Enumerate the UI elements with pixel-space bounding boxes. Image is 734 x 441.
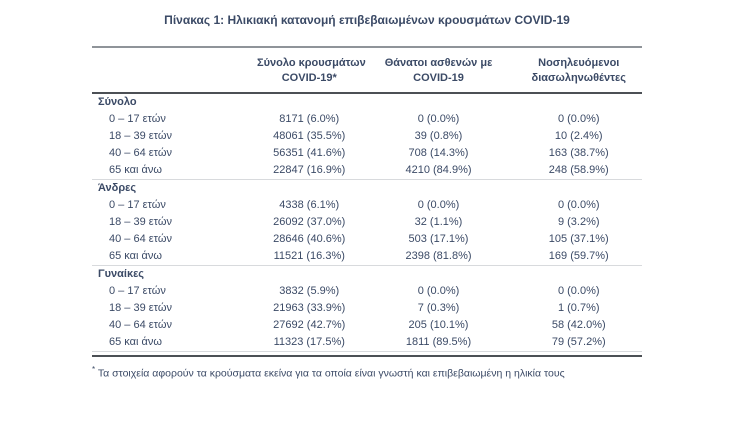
cases-cell: 56351 (41.6%): [273, 147, 346, 159]
intubated-cell: 0 (0.0%): [557, 199, 600, 211]
cases-cell: 21963 (33.9%): [273, 302, 346, 314]
deaths-cell: 503 (17.1%): [408, 233, 469, 245]
footnote: * Τα στοιχεία αφορούν τα κρούσματα εκείν…: [92, 363, 642, 381]
table-row: 65 και άνω 11521 (16.3%) 2398 (81.8%) 16…: [92, 248, 642, 266]
intubated-cell: 0 (0.0%): [557, 113, 600, 125]
intubated-cell: 58 (42.0%): [551, 319, 606, 331]
column-header-blank: [92, 48, 257, 94]
table-row: 40 – 64 ετών 27692 (42.7%) 205 (10.1%) 5…: [92, 317, 642, 334]
section-label: Σύνολο: [98, 96, 137, 108]
table-row: 0 – 17 ετών 3832 (5.9%) 0 (0.0%) 0 (0.0%…: [92, 283, 642, 300]
intubated-cell: 169 (59.7%): [548, 250, 609, 262]
column-header-intubated-line1: Νοσηλευόμενοι: [538, 57, 620, 69]
column-header-deaths-line2: COVID-19: [413, 72, 464, 84]
intubated-cell: 9 (3.2%): [557, 216, 600, 228]
column-header-cases: Σύνολο κρουσμάτων COVID-19*: [257, 48, 366, 94]
deaths-cell: 32 (1.1%): [414, 216, 463, 228]
table-row: 0 – 17 ετών 4338 (6.1%) 0 (0.0%) 0 (0.0%…: [92, 197, 642, 214]
cases-cell: 28646 (40.6%): [273, 233, 346, 245]
table-row: 18 – 39 ετών 48061 (35.5%) 39 (0.8%) 10 …: [92, 128, 642, 145]
footnote-text: Τα στοιχεία αφορούν τα κρούσματα εκείνα …: [97, 367, 565, 380]
intubated-cell: 1 (0.7%): [557, 302, 600, 314]
row-label-cell: 0 – 17 ετών: [109, 113, 166, 125]
row-label-cell: 65 και άνω: [109, 164, 162, 176]
section-row-men: Άνδρες: [92, 179, 642, 198]
intubated-cell: 10 (2.4%): [554, 130, 603, 142]
column-header-deaths-line1: Θάνατοι ασθενών με: [384, 57, 493, 69]
row-label-cell: 18 – 39 ετών: [109, 302, 172, 314]
section-row-women: Γυναίκες: [92, 265, 642, 284]
table-row: 0 – 17 ετών 8171 (6.0%) 0 (0.0%) 0 (0.0%…: [92, 111, 642, 128]
row-label-cell: 18 – 39 ετών: [109, 130, 172, 142]
deaths-cell: 205 (10.1%): [408, 319, 469, 331]
column-header-deaths: Θάνατοι ασθενών με COVID-19: [361, 48, 516, 94]
row-label-cell: 40 – 64 ετών: [109, 147, 172, 159]
column-header-intubated: Νοσηλευόμενοι διασωληνωθέντες: [515, 48, 642, 94]
column-header-cases-line2: COVID-19*: [281, 72, 337, 84]
intubated-cell: 0 (0.0%): [557, 285, 600, 297]
row-label-cell: 18 – 39 ετών: [109, 216, 172, 228]
deaths-cell: 2398 (81.8%): [405, 250, 472, 262]
footnote-marker: *: [92, 365, 96, 374]
deaths-cell: 0 (0.0%): [417, 199, 460, 211]
intubated-cell: 163 (38.7%): [548, 147, 609, 159]
table-row: 65 και άνω 22847 (16.9%) 4210 (84.9%) 24…: [92, 162, 642, 180]
section-label: Γυναίκες: [98, 268, 145, 280]
section-row-total: Σύνολο: [92, 93, 642, 111]
deaths-cell: 4210 (84.9%): [405, 164, 472, 176]
intubated-cell: 79 (57.2%): [515, 334, 642, 352]
deaths-cell: 7 (0.3%): [417, 302, 460, 314]
cases-cell: 11521 (16.3%): [273, 250, 345, 262]
deaths-cell: 0 (0.0%): [417, 113, 460, 125]
row-label-cell: 40 – 64 ετών: [109, 319, 172, 331]
cases-cell: 22847 (16.9%): [273, 164, 346, 176]
cases-cell: 48061 (35.5%): [273, 130, 346, 142]
intubated-cell: 248 (58.9%): [548, 164, 609, 176]
table-row: 65 και άνω 11323 (17.5%) 1811 (89.5%) 79…: [92, 334, 642, 352]
cases-cell: 3832 (5.9%): [279, 285, 340, 297]
table-header-row: Σύνολο κρουσμάτων COVID-19* Θάνατοι ασθε…: [92, 48, 642, 94]
row-label-cell: 65 και άνω: [92, 334, 257, 352]
row-label-cell: 0 – 17 ετών: [109, 285, 166, 297]
data-table: Σύνολο κρουσμάτων COVID-19* Θάνατοι ασθε…: [92, 48, 642, 352]
cases-cell: 4338 (6.1%): [279, 199, 340, 211]
table-row: 40 – 64 ετών 28646 (40.6%) 503 (17.1%) 1…: [92, 231, 642, 248]
cases-cell: 26092 (37.0%): [273, 216, 346, 228]
table-row: 18 – 39 ετών 21963 (33.9%) 7 (0.3%) 1 (0…: [92, 300, 642, 317]
column-header-intubated-line2: διασωληνωθέντες: [531, 72, 626, 84]
cases-cell: 27692 (42.7%): [273, 319, 346, 331]
intubated-cell: 105 (37.1%): [548, 233, 609, 245]
data-table-wrap: Σύνολο κρουσμάτων COVID-19* Θάνατοι ασθε…: [92, 46, 642, 357]
deaths-cell: 1811 (89.5%): [361, 334, 516, 352]
table-row: 18 – 39 ετών 26092 (37.0%) 32 (1.1%) 9 (…: [92, 214, 642, 231]
cases-cell: 11323 (17.5%): [257, 334, 362, 352]
page-title: Πίνακας 1: Ηλικιακή κατανομή επιβεβαιωμέ…: [164, 13, 570, 27]
row-label-cell: 0 – 17 ετών: [109, 199, 166, 211]
row-label-cell: 65 και άνω: [109, 250, 162, 262]
column-header-cases-line1: Σύνολο κρουσμάτων: [257, 57, 366, 69]
cases-cell: 8171 (6.0%): [279, 113, 340, 125]
table-row: 40 – 64 ετών 56351 (41.6%) 708 (14.3%) 1…: [92, 145, 642, 162]
row-label-cell: 40 – 64 ετών: [109, 233, 172, 245]
section-label: Άνδρες: [98, 182, 137, 194]
deaths-cell: 708 (14.3%): [408, 147, 469, 159]
deaths-cell: 39 (0.8%): [414, 130, 463, 142]
deaths-cell: 0 (0.0%): [417, 285, 460, 297]
